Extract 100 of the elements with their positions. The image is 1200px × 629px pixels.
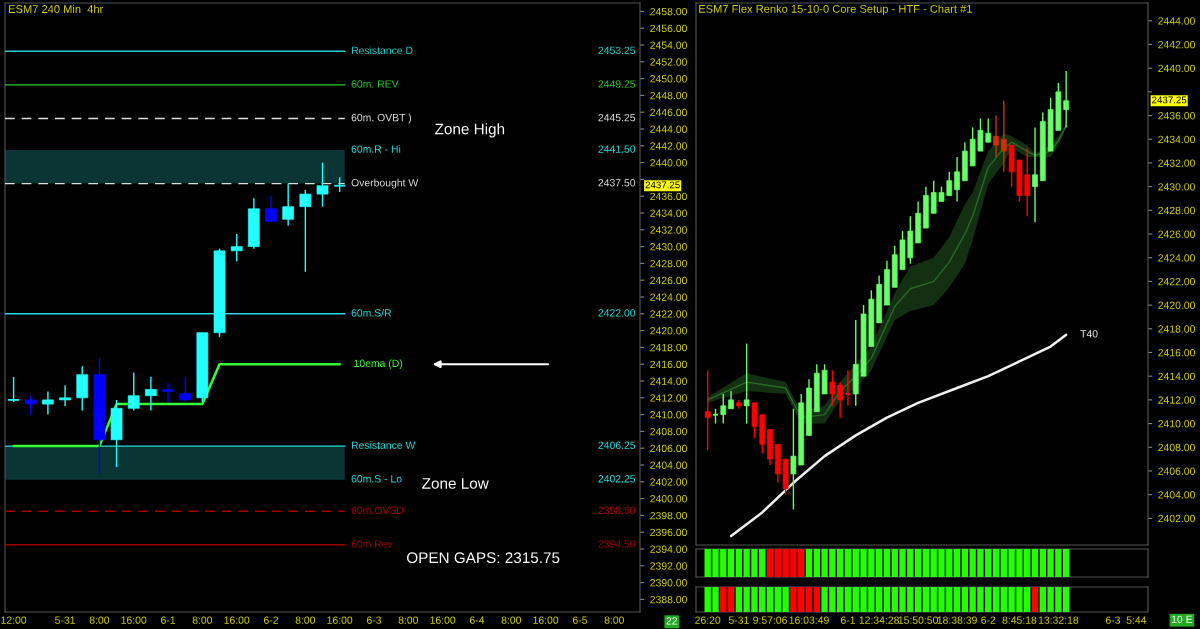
y-tick-label: 2398.00 [650,511,687,520]
band-label: 60m.S - Lo [351,475,402,483]
y-tick-label: 2408.00 [650,427,687,436]
y-tick-label: 2432.00 [1158,159,1195,167]
candlestick [993,114,999,158]
annotation: 2441.50 [598,145,636,153]
x-tick-label: 6-1 [161,616,176,624]
x-tick-label: 16:03:49 [789,616,829,624]
y-tick-label: 2440.00 [650,159,687,167]
y-tick-label: 2420.00 [650,327,687,335]
x-tick-label: 6-3 [1105,616,1120,624]
x-tick-label: 16:00 [327,616,353,624]
y-tick-label: 2402.00 [650,478,687,486]
annotation: 2453.25 [598,46,636,55]
x-tick-label: 16:00 [121,616,147,624]
x-tick-label: 6-3 [366,616,382,624]
y-tick-label: 2434.00 [650,209,687,217]
x-tick-label: 8:00 [398,616,419,624]
candlestick [316,161,329,208]
ref-line-label: Resistance D [351,46,413,55]
y-tick-label: 2396.00 [650,528,687,537]
y-tick-label: 2456.00 [650,24,687,33]
x-tick-label: 16:00 [224,616,250,624]
band-label: 60m.R - Hi [351,145,401,153]
x-tick-label: 26:20 [695,616,721,624]
y-tick-label: 2426.00 [650,276,687,285]
candlestick [76,365,89,412]
y-tick-label: 2406.00 [1158,467,1195,475]
series-label: 10ema (D) [354,359,403,370]
y-tick-label: 2452.00 [650,58,687,66]
candlestick [42,390,54,416]
ref-line-label: 60m.Rev [351,540,393,548]
y-tick-label: 2422.00 [650,310,687,318]
text: 10 E [1171,615,1193,624]
y-tick-label: 2436.00 [650,192,687,201]
y-tick-label: 2424.00 [650,293,687,301]
x-tick-label: 5-31 [728,616,749,624]
candlestick [954,156,960,203]
y-tick-label: 2412.00 [650,394,687,402]
x-tick-label: 6-2 [981,616,996,624]
y-tick-label: 2430.00 [1158,183,1195,191]
x-tick-label: 5:44 [1126,616,1147,624]
x-tick-label: 12:00 [1,616,27,624]
y-tick-label: 2412.00 [1158,396,1195,404]
text: 22 [666,617,678,625]
x-tick-label: 6-4 [469,616,485,624]
y-tick-label: 2388.00 [650,595,687,604]
candlestick [720,393,727,425]
y-tick-label: 2394.00 [650,545,687,553]
x-tick-label: 8:00 [295,616,316,624]
annotation: 2437.50 [598,179,636,187]
candlestick [179,376,192,403]
y-tick-label: 2424.00 [1158,254,1195,262]
annotation: Zone Low [422,478,489,489]
line-series [729,333,1068,538]
annotation: 2406.25 [598,441,636,449]
candlestick [162,382,174,403]
x-tick-label: 8:00 [501,616,522,624]
y-tick-label: 2414.00 [650,377,687,385]
candlestick [265,195,277,223]
candlestick [282,182,295,227]
x-tick-label: 13:32:18 [1038,616,1079,624]
y-tick-label: 2432.00 [650,226,687,234]
x-tick-label: 8:00 [89,616,110,624]
candlestick [743,342,750,425]
candlestick [1032,126,1038,223]
candlestick [299,189,312,273]
x-tick-label: 6-5 [572,616,588,624]
ref-line-label: 60m.OVSD [351,506,404,514]
x-tick-label: 6-1 [840,616,855,624]
y-tick-label: 2406.00 [650,444,687,453]
y-tick-label: 2442.00 [1158,40,1195,49]
annotation: 2402.25 [598,475,636,483]
annotation: 2445.25 [598,113,636,122]
y-tick-label: 2418.00 [1158,325,1195,333]
ref-line-label: Overbought W [351,178,419,189]
y-tick-label: 2448.00 [650,91,687,100]
candlestick [145,376,157,412]
x-tick-label: 16:00 [430,616,456,624]
candlestick [7,376,20,403]
y-tick-label: 2402.00 [1158,514,1195,523]
annotation: Zone High [435,123,505,138]
y-tick-label: 2416.00 [1158,348,1195,357]
x-tick-label: 18:38:39 [937,616,977,624]
y-tick-label: 2444.00 [1158,17,1195,25]
y-tick-label: 2444.00 [650,125,687,133]
y-tick-label: 2422.00 [1158,277,1195,286]
x-tick-label: 8:45:18 [1002,616,1037,624]
y-tick-label: 2400.00 [650,495,687,503]
ref-line-label: 60m.S/R [351,308,392,317]
annotation: 2394.50 [598,540,636,548]
annotation: 2449.25 [598,80,636,88]
ref-line-label: Resistance W [351,441,416,449]
y-tick-label: 2450.00 [650,75,687,83]
y-tick-label: 2440.00 [1158,64,1195,73]
y-tick-label: 2434.00 [1158,135,1195,144]
series-label: T40 [1080,330,1098,338]
y-tick-label: 2430.00 [650,243,687,251]
y-tick-label: 2410.00 [650,411,687,419]
y-tick-label: 2446.00 [650,108,687,117]
